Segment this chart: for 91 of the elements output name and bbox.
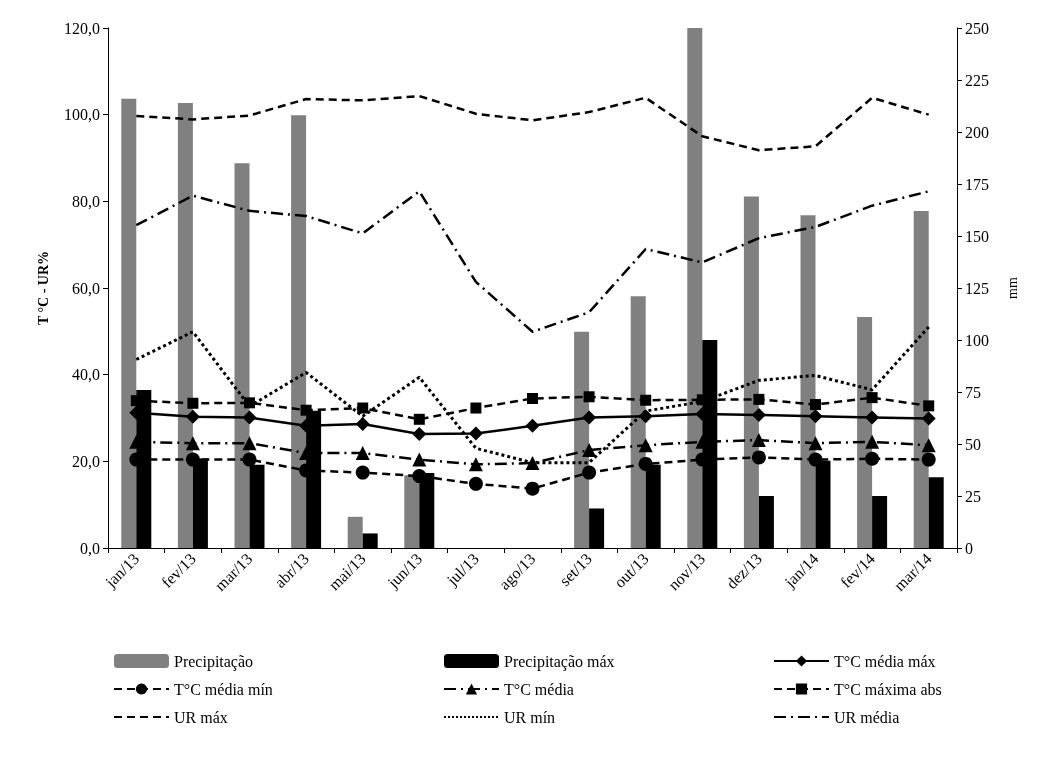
y-tick-label: 100,0 <box>64 106 100 124</box>
y2-tick-label: 225 <box>965 71 989 89</box>
legend-label: Precipitação <box>174 652 254 671</box>
point <box>638 409 653 424</box>
y-tick-label: 0,0 <box>80 539 100 557</box>
y-tick-label: 80,0 <box>72 192 100 210</box>
bar <box>291 115 307 548</box>
y2-tick-label: 75 <box>965 383 981 401</box>
point <box>582 410 597 425</box>
point <box>300 404 312 416</box>
bar <box>630 296 646 548</box>
point <box>810 399 821 411</box>
y-tick-label: 120,0 <box>64 19 100 37</box>
point <box>470 402 482 414</box>
point <box>921 438 936 453</box>
line-series <box>135 94 930 152</box>
point <box>923 400 935 412</box>
point <box>866 392 878 404</box>
point <box>751 450 766 465</box>
legend-label: T°C média mín <box>174 680 273 698</box>
y2-tick-label: 50 <box>965 435 981 453</box>
point <box>242 436 257 451</box>
point <box>751 407 766 422</box>
point <box>355 417 370 432</box>
point <box>357 402 369 414</box>
point <box>751 433 766 448</box>
point <box>865 410 880 425</box>
point <box>185 452 200 467</box>
bar <box>743 196 759 548</box>
legend-label: T°C média <box>504 680 574 698</box>
point <box>640 394 652 406</box>
y2-axis-title: mm <box>1004 277 1020 299</box>
point <box>185 409 200 424</box>
bar <box>347 516 363 548</box>
y-tick-label: 60,0 <box>72 279 100 297</box>
point <box>753 393 765 405</box>
point <box>921 452 936 467</box>
point <box>638 456 653 471</box>
point <box>355 465 370 480</box>
legend-label: UR mín <box>504 708 556 726</box>
legend-label: T°C máxima abs <box>834 680 942 698</box>
point <box>412 452 427 467</box>
y-axis-title: T °C - UR% <box>35 250 51 326</box>
point <box>187 397 199 409</box>
point <box>468 476 483 491</box>
point <box>242 452 257 467</box>
point <box>808 436 823 451</box>
y2-tick-label: 175 <box>965 175 989 193</box>
y-tick-label: 20,0 <box>72 452 100 470</box>
point <box>865 434 880 449</box>
point <box>865 451 880 466</box>
point <box>582 465 597 480</box>
y2-tick-label: 150 <box>965 227 989 245</box>
y2-tick-label: 25 <box>965 487 981 505</box>
point <box>412 469 427 484</box>
point <box>527 393 538 404</box>
point <box>412 427 427 442</box>
point <box>185 436 200 451</box>
line-series <box>135 190 930 334</box>
point <box>468 426 483 441</box>
bar <box>234 163 250 548</box>
bar <box>687 28 703 548</box>
legend-label: Precipitação máx <box>504 652 615 671</box>
point <box>582 443 597 458</box>
y2-tick-label: 0 <box>965 539 973 557</box>
bar <box>574 331 590 548</box>
point <box>638 438 653 453</box>
point <box>468 457 483 472</box>
y-tick-label: 40,0 <box>72 366 100 384</box>
point <box>808 409 823 424</box>
point <box>413 413 425 425</box>
bar <box>800 215 816 548</box>
legend-label: UR máx <box>174 708 228 726</box>
y2-tick-label: 250 <box>965 19 989 37</box>
point <box>808 452 823 467</box>
point <box>242 410 257 425</box>
legend-label: T°C média máx <box>834 652 936 670</box>
point <box>244 397 255 409</box>
legend-label: UR média <box>834 708 900 726</box>
point <box>525 481 540 496</box>
y2-tick-label: 200 <box>965 123 989 141</box>
y2-tick-label: 125 <box>965 279 989 297</box>
point <box>355 446 370 461</box>
point <box>921 411 936 426</box>
bar <box>121 98 137 548</box>
bar <box>913 211 929 548</box>
bar <box>404 475 420 548</box>
y2-tick-label: 100 <box>965 331 989 349</box>
point <box>525 418 540 433</box>
bar <box>177 102 193 548</box>
point <box>583 391 595 403</box>
